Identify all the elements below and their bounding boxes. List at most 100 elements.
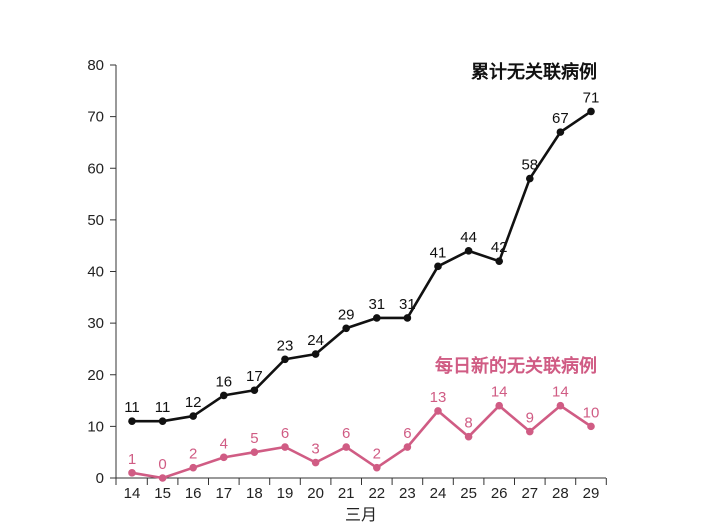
x-tick-label: 20 [307, 485, 324, 502]
data-label: 58 [521, 157, 538, 174]
x-tick-label: 28 [552, 485, 569, 502]
data-label: 23 [277, 337, 294, 354]
data-label: 0 [158, 456, 166, 473]
data-point [158, 474, 167, 482]
data-point [281, 443, 289, 451]
series-line-0 [130, 110, 593, 423]
data-label: 5 [250, 430, 258, 447]
data-label: 16 [215, 373, 232, 390]
data-label: 71 [583, 89, 600, 106]
data-point [342, 443, 351, 451]
x-tick-label: 24 [430, 485, 447, 502]
data-label: 17 [246, 368, 263, 385]
data-label: 10 [583, 404, 600, 421]
data-label: 12 [185, 394, 202, 411]
data-label: 11 [155, 399, 171, 416]
x-tick-label: 26 [491, 485, 508, 502]
data-point [434, 407, 442, 415]
data-point [158, 417, 167, 426]
data-point [281, 355, 289, 364]
data-point [403, 314, 412, 322]
data-point [250, 448, 259, 456]
data-point [587, 422, 595, 431]
data-point [464, 432, 473, 441]
data-label: 42 [491, 239, 508, 256]
data-point [373, 314, 381, 322]
data-label: 3 [311, 441, 319, 458]
data-point [587, 107, 595, 116]
data-point [128, 469, 136, 477]
data-point [189, 463, 197, 472]
data-label: 67 [552, 110, 569, 127]
data-label: 4 [220, 435, 228, 452]
y-tick-label: 10 [87, 418, 104, 435]
data-point [189, 412, 197, 420]
data-label: 6 [281, 425, 289, 442]
x-tick-label: 15 [154, 485, 171, 502]
data-label: 2 [373, 446, 381, 463]
x-tick-label: 14 [124, 485, 141, 502]
data-point [250, 386, 259, 395]
data-point [128, 417, 136, 426]
x-tick-label: 27 [521, 485, 538, 502]
data-point [373, 463, 381, 472]
data-point [464, 247, 473, 255]
y-tick-label: 40 [87, 264, 104, 281]
y-tick-label: 50 [87, 212, 104, 229]
data-label: 29 [338, 306, 355, 323]
x-axis-title: 三月 [345, 505, 377, 524]
x-tick-label: 16 [185, 485, 202, 502]
data-point [434, 262, 442, 271]
series-points [128, 107, 595, 482]
data-label: 2 [189, 446, 197, 463]
y-tick-label: 30 [87, 315, 104, 332]
y-tick-label: 70 [87, 109, 104, 126]
series-title-cumulative: 累计无关联病例 [471, 61, 597, 83]
data-point [220, 391, 228, 400]
data-label: 8 [464, 415, 472, 432]
data-point [495, 257, 504, 265]
data-label: 41 [430, 244, 447, 261]
data-point [403, 443, 412, 451]
data-point [311, 350, 320, 358]
data-point [526, 174, 534, 183]
series-title-daily: 每日新的无关联病例 [435, 355, 597, 377]
data-point [556, 401, 565, 410]
x-tick-label: 22 [368, 485, 385, 502]
data-label: 24 [307, 332, 324, 349]
series-line-1 [130, 404, 593, 480]
data-label: 14 [491, 384, 508, 401]
x-tick-label: 23 [399, 485, 416, 502]
data-label: 31 [368, 296, 385, 313]
data-label: 11 [124, 399, 140, 416]
x-tick-label: 25 [460, 485, 477, 502]
data-label: 1 [128, 451, 136, 468]
data-label: 9 [526, 410, 534, 427]
data-label: 44 [460, 229, 477, 246]
data-point [311, 458, 320, 467]
y-tick-label: 60 [87, 160, 104, 177]
data-point [526, 427, 534, 436]
y-tick-label: 0 [96, 470, 104, 487]
x-tick-label: 21 [338, 485, 355, 502]
data-label: 31 [399, 296, 416, 313]
x-tick-label: 29 [583, 485, 600, 502]
data-point [342, 324, 351, 333]
data-point [220, 453, 228, 462]
data-label: 6 [403, 425, 411, 442]
y-tick-label: 80 [87, 57, 104, 74]
data-label: 13 [430, 389, 447, 406]
x-tick-label: 18 [246, 485, 263, 502]
x-tick-label: 17 [215, 485, 232, 502]
data-label: 6 [342, 425, 350, 442]
data-point [495, 401, 504, 410]
series-lines [130, 110, 593, 480]
data-label: 14 [552, 384, 569, 401]
y-tick-label: 20 [87, 367, 104, 384]
x-tick-label: 19 [277, 485, 294, 502]
data-point [556, 128, 565, 136]
